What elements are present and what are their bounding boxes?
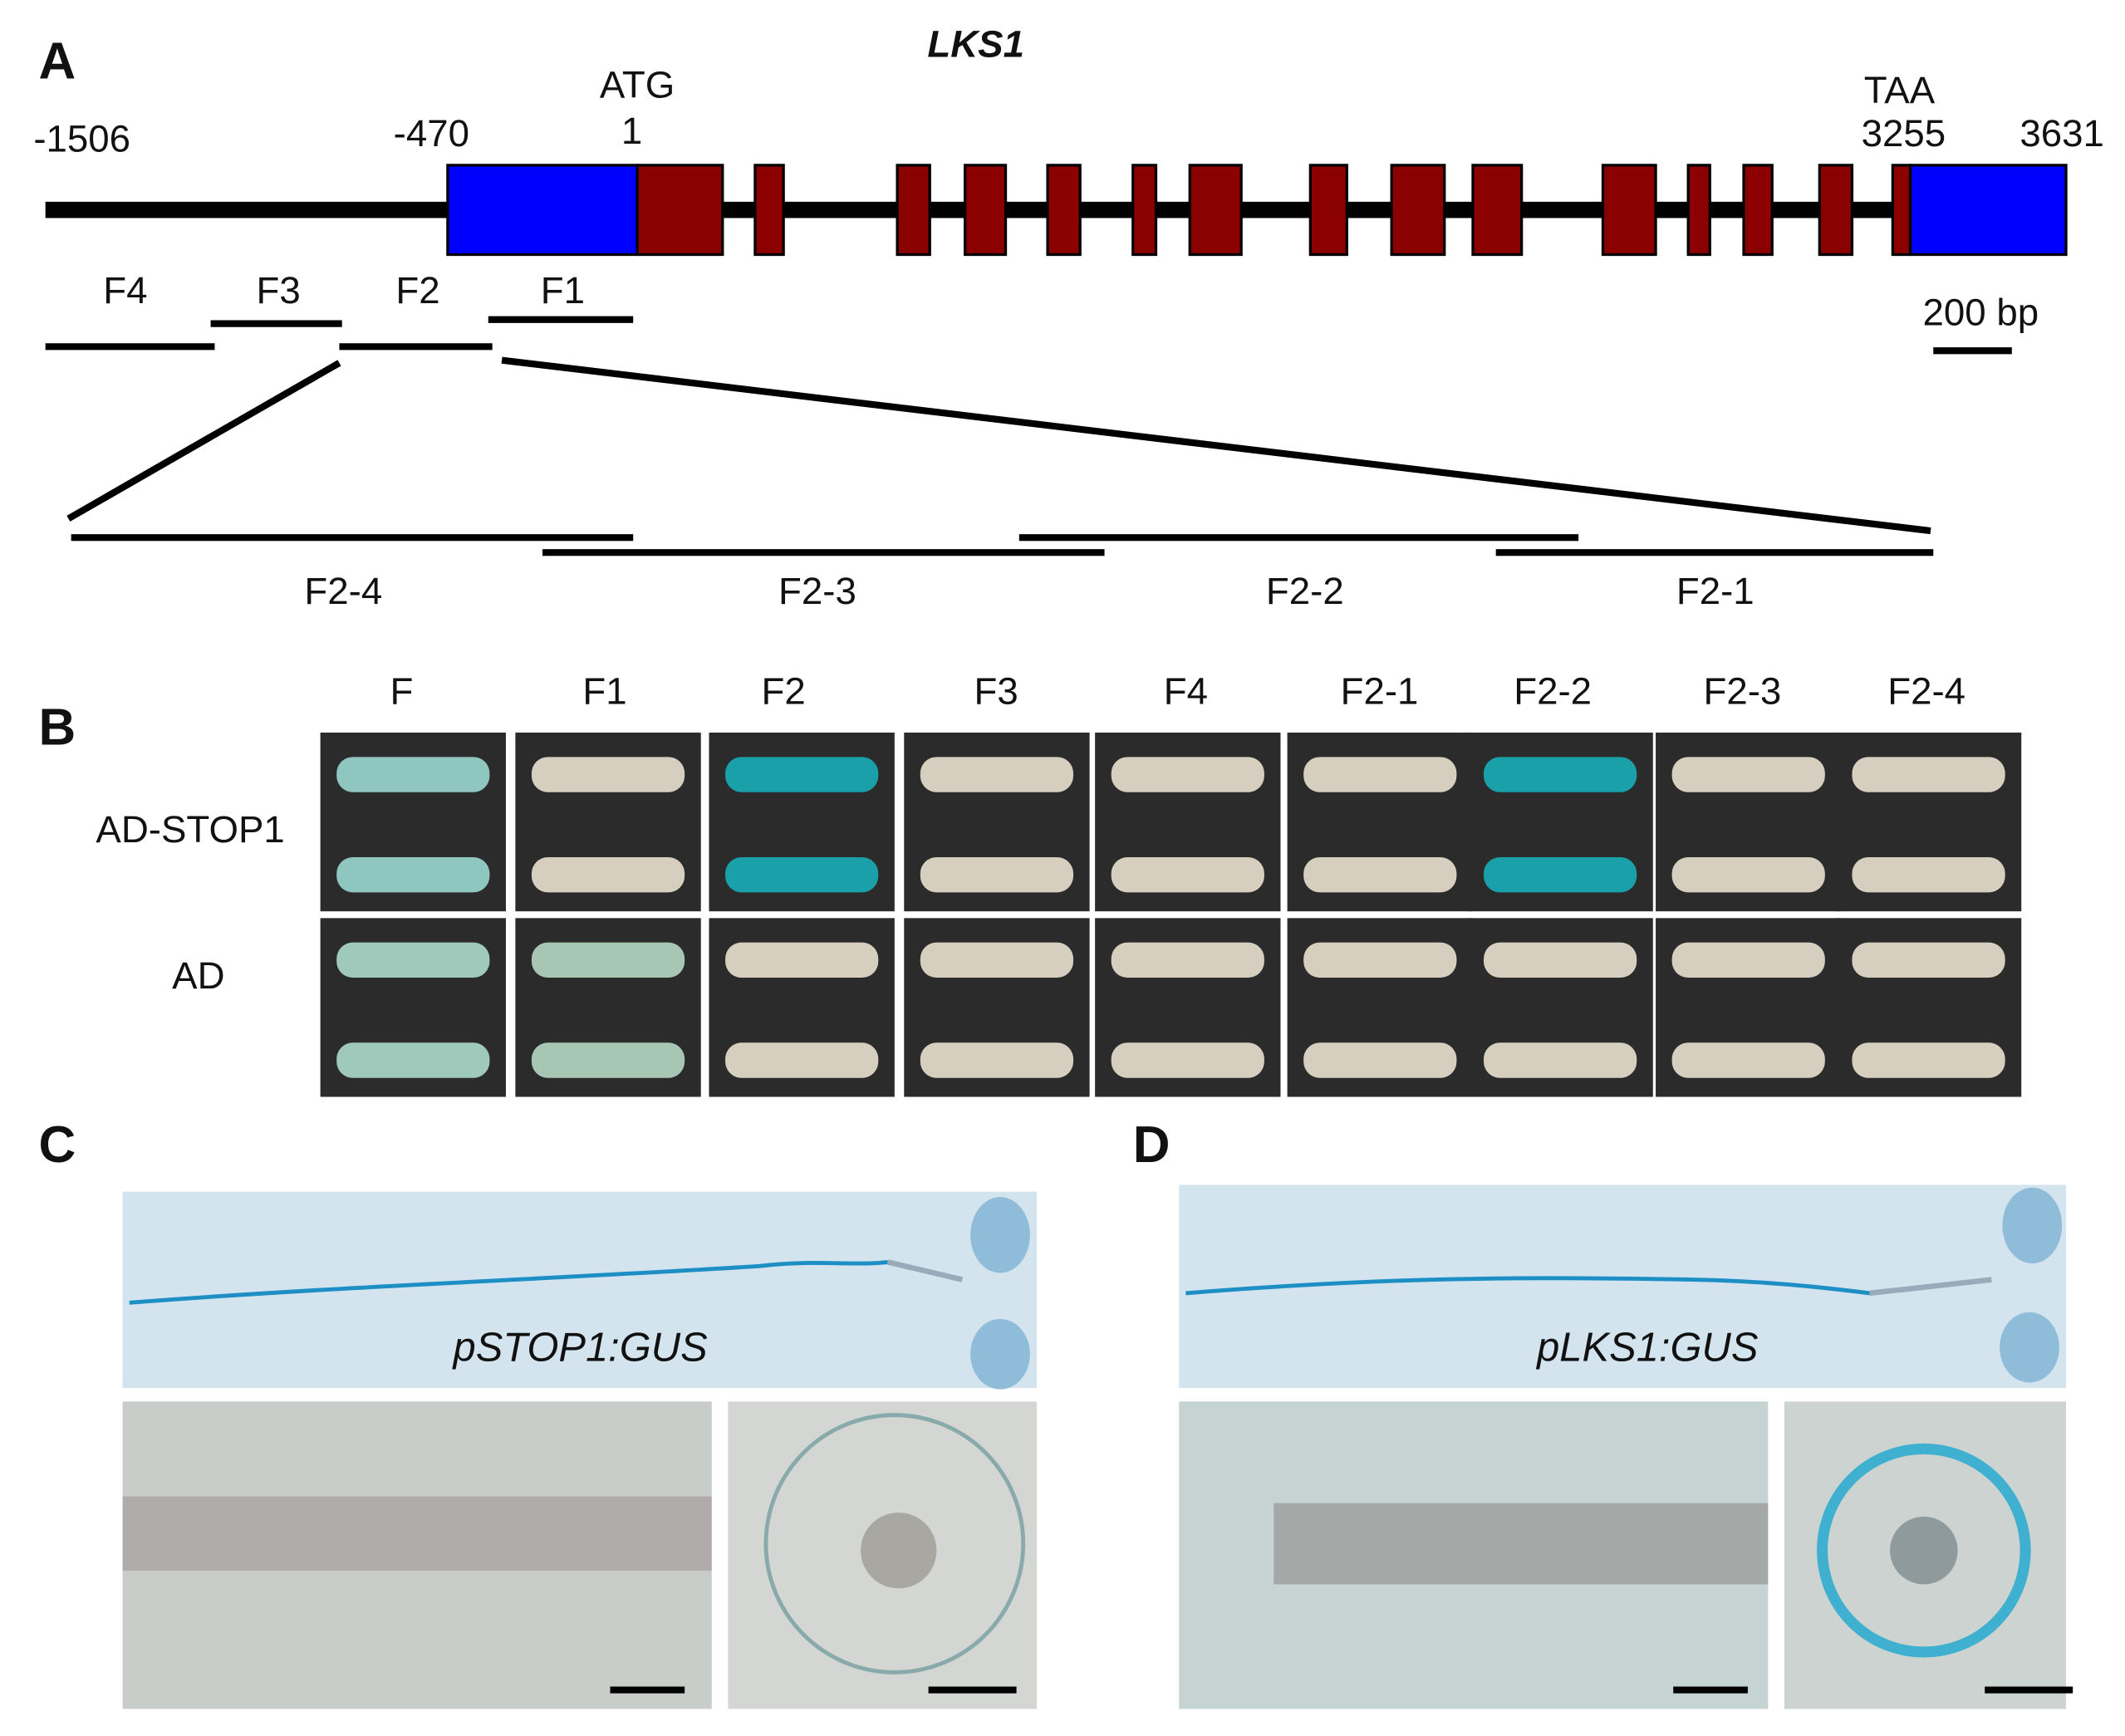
colony [336, 757, 490, 792]
colony [725, 942, 879, 978]
column-label: F2-3 [1703, 670, 1781, 713]
column-label: F2-4 [1887, 670, 1966, 713]
colony [1111, 1042, 1264, 1078]
colony [1111, 856, 1264, 893]
row-label: AD-STOP1 [96, 808, 284, 851]
panel-label: C [39, 1116, 76, 1174]
position-label: 3631 [2019, 112, 2104, 154]
root [1185, 1276, 1870, 1296]
gene-name: LKS1 [927, 22, 1024, 65]
seedling-image [122, 1191, 1038, 1389]
colony [1671, 856, 1825, 893]
colony [336, 1042, 490, 1078]
column-label: F2 [762, 670, 806, 713]
colony [1303, 1042, 1457, 1078]
panel-label: A [39, 33, 76, 91]
row-label: AD [172, 954, 224, 997]
fragment-label: F3 [256, 269, 300, 311]
colony [1852, 1042, 2005, 1078]
column-label: F1 [582, 670, 626, 713]
colony [1303, 757, 1457, 792]
subfragment-label: F2-2 [1266, 570, 1344, 612]
colony [1484, 757, 1637, 792]
scale-bar-label: 200 bp [1923, 291, 2039, 333]
colony [336, 856, 490, 893]
colony [1303, 856, 1457, 893]
subfragment-label: F2-4 [304, 570, 382, 612]
colony [1484, 856, 1637, 893]
gene-model [45, 164, 2068, 257]
position-label: 1 [621, 110, 642, 152]
colony [1111, 757, 1264, 792]
colony [1852, 757, 2005, 792]
image-caption: pSTOP1:GUS [452, 1325, 709, 1370]
column-label: F2-1 [1341, 670, 1419, 713]
image-caption: pLKS1:GUS [1535, 1325, 1759, 1370]
colony [1484, 942, 1637, 978]
column-label: F3 [974, 670, 1018, 713]
yeast-plates [320, 732, 2022, 1097]
colony [336, 942, 490, 978]
colony [531, 1042, 685, 1078]
codon-label: TAA [1864, 69, 1936, 111]
colony [531, 942, 685, 978]
colony [1671, 757, 1825, 792]
colony [1484, 1042, 1637, 1078]
codon-label: ATG [600, 63, 675, 105]
root [129, 1259, 888, 1305]
colony [1852, 856, 2005, 893]
column-label: F4 [1164, 670, 1208, 713]
colony [920, 757, 1074, 792]
column-label: F [390, 670, 413, 713]
colony [1852, 942, 2005, 978]
colony [531, 856, 685, 893]
subfragment-label: F2-1 [1676, 570, 1754, 612]
colony [725, 1042, 879, 1078]
fragment-label: F2 [395, 269, 439, 311]
colony [920, 856, 1074, 893]
position-label: 3255 [1862, 112, 1946, 154]
fragment-lines [45, 316, 2012, 557]
fragment-label: F1 [541, 269, 585, 311]
colony [725, 856, 879, 893]
colony [920, 1042, 1074, 1078]
colony [531, 757, 685, 792]
colony [725, 757, 879, 792]
panel-label: B [39, 699, 76, 757]
position-label: -470 [394, 112, 469, 154]
colony [1303, 942, 1457, 978]
position-label: -1506 [33, 118, 130, 160]
colony [920, 942, 1074, 978]
colony [1671, 942, 1825, 978]
subfragment-label: F2-3 [778, 570, 856, 612]
colony [1671, 1042, 1825, 1078]
fragment-label: F4 [103, 269, 147, 311]
colony [1111, 942, 1264, 978]
column-label: F2-2 [1514, 670, 1592, 713]
panel-label: D [1133, 1116, 1170, 1174]
